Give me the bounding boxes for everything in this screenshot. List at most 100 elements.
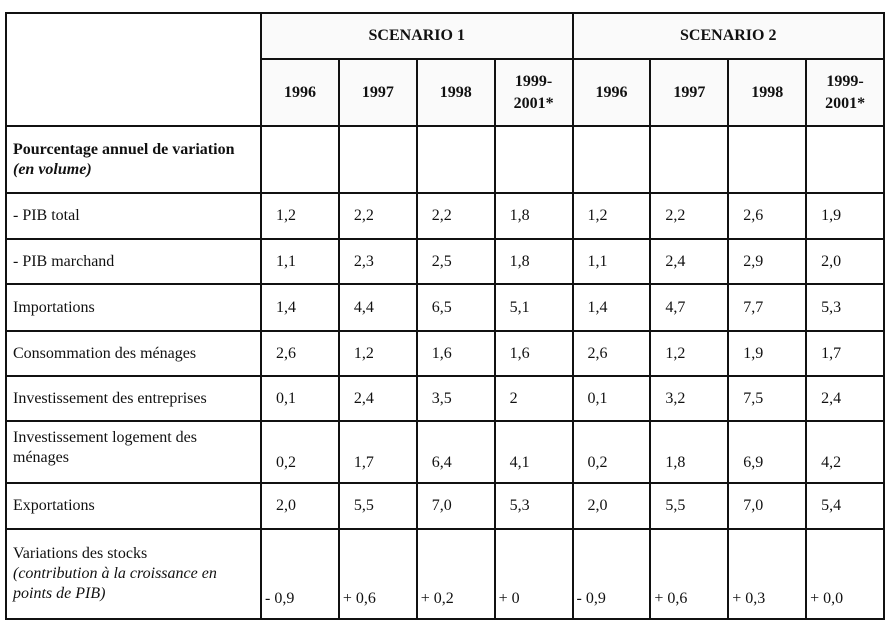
value-cell: 1,2 bbox=[571, 192, 652, 240]
year-header: 1998 bbox=[415, 58, 496, 127]
value-cell: 2,6 bbox=[260, 330, 340, 377]
value-cell: 5,3 bbox=[805, 283, 885, 332]
section-label: Pourcentage annuel de variation (en volu… bbox=[5, 125, 262, 194]
table-row: Investissement des entreprises 0,1 2,4 3,5 2… bbox=[5, 375, 885, 422]
scenario-2-header: SCENARIO 2 bbox=[571, 12, 885, 60]
value-cell: 2 bbox=[493, 375, 574, 422]
row-label: Importations bbox=[5, 283, 262, 332]
value-cell: 4,1 bbox=[493, 420, 574, 484]
year-header: 1999-2001* bbox=[493, 58, 574, 127]
value-cell: 1,9 bbox=[805, 192, 885, 240]
value-cell: 5,1 bbox=[493, 283, 574, 332]
value-cell: + 0,6 bbox=[337, 528, 418, 620]
section-label-text: Pourcentage annuel de variation bbox=[13, 140, 235, 158]
value-cell: 1,6 bbox=[415, 330, 496, 377]
value-cell: 5,5 bbox=[337, 482, 418, 530]
value-cell: 2,4 bbox=[649, 238, 730, 285]
year-header: 1999-2001* bbox=[805, 58, 885, 127]
value-cell: 2,4 bbox=[805, 375, 885, 422]
value-cell: 2,5 bbox=[415, 238, 496, 285]
value-cell: 5,3 bbox=[493, 482, 574, 530]
section-row: Pourcentage annuel de variation (en volu… bbox=[5, 125, 885, 194]
value-cell: 5,5 bbox=[649, 482, 730, 530]
value-cell: 0,1 bbox=[571, 375, 652, 422]
value-cell: 1,4 bbox=[571, 283, 652, 332]
value-cell: 6,9 bbox=[727, 420, 808, 484]
year-header: 1998 bbox=[727, 58, 808, 127]
table-row: Investissement logement des ménages 0,2 1,… bbox=[5, 420, 885, 484]
value-cell: 7,0 bbox=[727, 482, 808, 530]
value-cell: 7,7 bbox=[727, 283, 808, 332]
value-cell: 7,5 bbox=[727, 375, 808, 422]
table-row: - PIB marchand 1,1 2,3 2,5 1,8 1,1 2,4 2,9 2,0 bbox=[5, 238, 885, 285]
table-row: - PIB total 1,2 2,2 2,2 1,8 1,2 2,2 2,6 1,9 bbox=[5, 192, 885, 240]
value-cell: + 0,2 bbox=[415, 528, 496, 620]
value-cell: 2,0 bbox=[571, 482, 652, 530]
value-cell: 1,6 bbox=[493, 330, 574, 377]
value-cell: + 0,6 bbox=[649, 528, 730, 620]
value-cell: 4,4 bbox=[337, 283, 418, 332]
value-cell: 0,2 bbox=[260, 420, 340, 484]
stocks-label: Variations des stocks (contribution à la … bbox=[5, 528, 262, 620]
value-cell: 5,4 bbox=[805, 482, 885, 530]
corner-cell bbox=[5, 12, 262, 127]
value-cell: 2,2 bbox=[649, 192, 730, 240]
table-row: Consommation des ménages 2,6 1,2 1,6 1,6 2,6 1… bbox=[5, 330, 885, 377]
scenario-1-header: SCENARIO 1 bbox=[260, 12, 574, 60]
value-cell: 4,7 bbox=[649, 283, 730, 332]
value-cell: 1,1 bbox=[571, 238, 652, 285]
value-cell: 1,2 bbox=[337, 330, 418, 377]
year-header: 1997 bbox=[649, 58, 730, 127]
row-label: Exportations bbox=[5, 482, 262, 530]
value-cell: + 0,3 bbox=[727, 528, 808, 620]
row-label: Investissement des entreprises bbox=[5, 375, 262, 422]
value-cell: + 0,0 bbox=[805, 528, 885, 620]
table-row: Importations 1,4 4,4 6,5 5,1 1,4 4,7 7,7 5,3 bbox=[5, 283, 885, 332]
value-cell: 1,7 bbox=[805, 330, 885, 377]
value-cell: 7,0 bbox=[415, 482, 496, 530]
value-cell: 6,5 bbox=[415, 283, 496, 332]
value-cell: 1,2 bbox=[649, 330, 730, 377]
value-cell: 2,0 bbox=[260, 482, 340, 530]
stocks-label-text: Variations des stocks bbox=[13, 545, 148, 562]
forecast-table: SCENARIO 1 SCENARIO 2 1996 1997 1998 1999-2… bbox=[5, 12, 885, 620]
row-label: - PIB total bbox=[5, 192, 262, 240]
value-cell: 1,4 bbox=[260, 283, 340, 332]
value-cell: 4,2 bbox=[805, 420, 885, 484]
value-cell: - 0,9 bbox=[260, 528, 340, 620]
value-cell: - 0,9 bbox=[571, 528, 652, 620]
value-cell: 2,6 bbox=[727, 192, 808, 240]
stocks-row: Variations des stocks (contribution à la … bbox=[5, 528, 885, 620]
row-label: Investissement logement des ménages bbox=[5, 420, 262, 484]
year-header: 1997 bbox=[337, 58, 418, 127]
value-cell: 3,2 bbox=[649, 375, 730, 422]
year-header: 1996 bbox=[571, 58, 652, 127]
value-cell: 2,6 bbox=[571, 330, 652, 377]
value-cell: 1,9 bbox=[727, 330, 808, 377]
table-row: Exportations 2,0 5,5 7,0 5,3 2,0 5,5 7,0 5,4 bbox=[5, 482, 885, 530]
scenario-header-row: SCENARIO 1 SCENARIO 2 bbox=[5, 12, 885, 127]
year-header: 1996 bbox=[260, 58, 340, 127]
year-header-row: 1996 1997 1998 1999-2001* 1996 1997 1998 1999-2… bbox=[6, 58, 885, 127]
value-cell: 6,4 bbox=[415, 420, 496, 484]
value-cell: 1,8 bbox=[493, 192, 574, 240]
value-cell: + 0 bbox=[493, 528, 574, 620]
value-cell: 1,2 bbox=[260, 192, 340, 240]
value-cell: 2,3 bbox=[337, 238, 418, 285]
row-label: - PIB marchand bbox=[5, 238, 262, 285]
value-cell: 1,7 bbox=[337, 420, 418, 484]
value-cell: 1,1 bbox=[260, 238, 340, 285]
value-cell: 3,5 bbox=[415, 375, 496, 422]
value-cell: 1,8 bbox=[649, 420, 730, 484]
value-cell: 0,1 bbox=[260, 375, 340, 422]
value-cell: 2,2 bbox=[337, 192, 418, 240]
value-cell: 2,2 bbox=[415, 192, 496, 240]
value-cell: 2,4 bbox=[337, 375, 418, 422]
row-label: Consommation des ménages bbox=[5, 330, 262, 377]
section-label-italic: (en volume) bbox=[13, 160, 92, 178]
value-cell: 0,2 bbox=[571, 420, 652, 484]
value-cell: 1,8 bbox=[493, 238, 574, 285]
value-cell: 2,0 bbox=[805, 238, 885, 285]
value-cell: 2,9 bbox=[727, 238, 808, 285]
stocks-label-italic: (contribution à la croissance en points … bbox=[13, 565, 217, 602]
